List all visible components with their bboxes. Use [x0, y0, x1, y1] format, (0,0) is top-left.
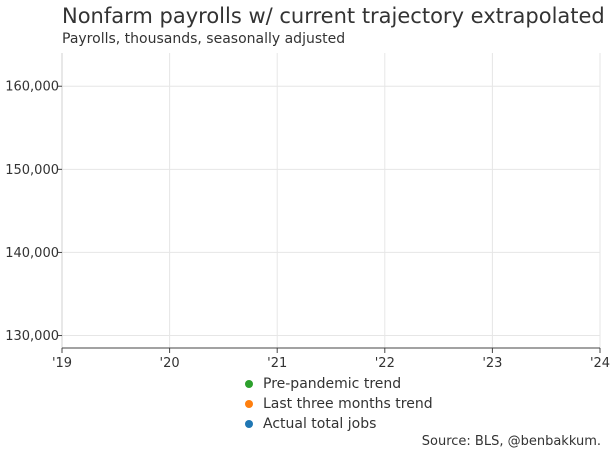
x-tick-label: '19 — [52, 356, 72, 371]
x-tick-label: '22 — [375, 356, 395, 371]
legend-item-pre-pandemic[interactable]: Pre-pandemic trend — [245, 374, 433, 394]
legend-item-actual-jobs[interactable]: Actual total jobs — [245, 414, 433, 434]
x-tick-label: '23 — [482, 356, 502, 371]
chart-subtitle: Payrolls, thousands, seasonally adjusted — [62, 31, 346, 47]
legend-label-pre-pandemic: Pre-pandemic trend — [263, 376, 402, 392]
source-note: Source: BLS, @benbakkum. — [421, 434, 601, 449]
legend-label-last-three-months: Last three months trend — [263, 396, 433, 412]
y-tick-label: 160,000 — [5, 80, 59, 95]
chart-title: Nonfarm payrolls w/ current trajectory e… — [62, 4, 605, 28]
legend-label-actual-jobs: Actual total jobs — [263, 416, 377, 432]
x-tick-label: '24 — [590, 356, 610, 371]
x-tick-label: '20 — [160, 356, 180, 371]
y-tick-label: 140,000 — [5, 246, 59, 261]
legend-item-last-three-months[interactable]: Last three months trend — [245, 394, 433, 414]
x-tick-label: '21 — [267, 356, 287, 371]
y-tick-label: 130,000 — [5, 329, 59, 344]
legend-marker-last-three-months — [245, 400, 253, 408]
legend: Pre-pandemic trend Last three months tre… — [245, 374, 433, 434]
y-tick-label: 150,000 — [5, 163, 59, 178]
legend-marker-pre-pandemic — [245, 380, 253, 388]
legend-marker-actual-jobs — [245, 420, 253, 428]
